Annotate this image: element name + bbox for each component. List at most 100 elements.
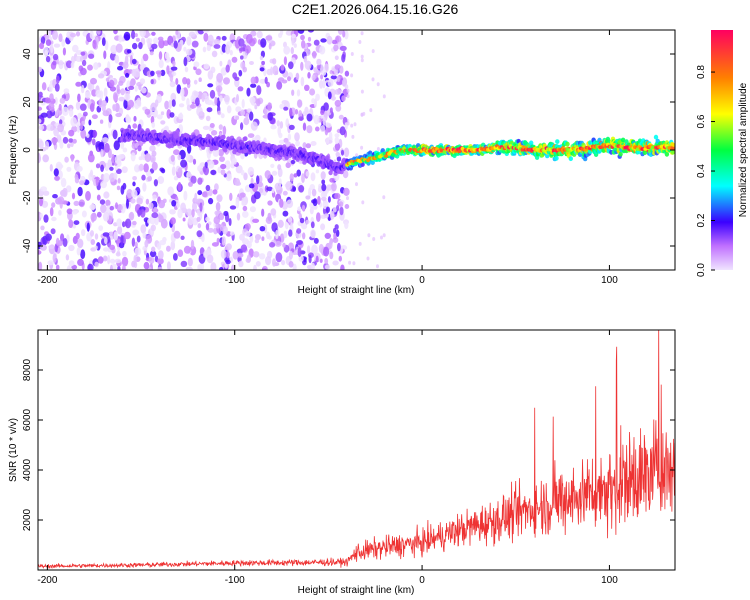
noise-speckle bbox=[95, 176, 99, 187]
noise-speckle bbox=[286, 199, 294, 208]
noise-speckle bbox=[300, 34, 305, 41]
noise-speckle bbox=[52, 194, 58, 199]
noise-speckle bbox=[167, 186, 174, 196]
noise-speckle bbox=[49, 207, 54, 217]
ridge-mark bbox=[670, 149, 675, 155]
noise-speckle bbox=[267, 112, 273, 121]
noise-speckle bbox=[287, 216, 293, 223]
noise-speckle bbox=[169, 112, 175, 118]
colorbar: 0.0 0.2 0.4 0.6 0.8 Normalized spectral ampl… bbox=[696, 30, 749, 277]
noise-speckle bbox=[103, 87, 108, 98]
noise-speckle bbox=[81, 210, 87, 218]
noise-speckle bbox=[171, 166, 176, 176]
noise-speckle bbox=[279, 198, 284, 208]
noise-speckle bbox=[222, 125, 227, 136]
noise-speckle bbox=[329, 107, 333, 114]
noise-speckle bbox=[322, 69, 327, 76]
noise-speckle bbox=[268, 43, 272, 50]
noise-speckle bbox=[320, 171, 326, 180]
noise-speckle bbox=[142, 182, 147, 192]
noise-speckle bbox=[79, 180, 85, 186]
noise-speckle bbox=[271, 188, 275, 194]
noise-speckle bbox=[68, 108, 74, 118]
ridge-mark bbox=[653, 134, 659, 140]
noise-speckle bbox=[112, 92, 118, 102]
noise-speckle bbox=[116, 84, 120, 93]
noise-speckle bbox=[240, 122, 244, 131]
noise-speckle bbox=[305, 195, 311, 200]
noise-speckle bbox=[40, 36, 46, 45]
noise-speckle bbox=[202, 166, 207, 173]
noise-speckle bbox=[134, 241, 138, 248]
noise-speckle bbox=[206, 107, 213, 113]
noise-speckle bbox=[112, 104, 116, 112]
noise-speckle bbox=[122, 264, 126, 270]
noise-speckle bbox=[352, 261, 356, 266]
noise-speckle bbox=[185, 208, 193, 217]
noise-speckle bbox=[203, 32, 209, 42]
noise-speckle bbox=[261, 60, 265, 66]
noise-speckle bbox=[132, 229, 140, 236]
spectrogram-x-axis-label: Height of straight line (km) bbox=[298, 285, 415, 296]
noise-speckle bbox=[287, 76, 291, 82]
noise-speckle bbox=[312, 204, 318, 210]
noise-speckle bbox=[260, 38, 267, 48]
noise-speckle bbox=[323, 102, 329, 111]
noise-speckle bbox=[310, 141, 317, 146]
noise-speckle bbox=[161, 168, 166, 174]
noise-speckle bbox=[115, 202, 118, 210]
noise-speckle bbox=[332, 207, 337, 213]
noise-speckle bbox=[116, 218, 122, 228]
noise-speckle bbox=[92, 129, 97, 139]
noise-speckle bbox=[160, 120, 166, 125]
colorbar-ticks: 0.0 0.2 0.4 0.6 0.8 bbox=[696, 65, 715, 277]
noise-speckle bbox=[271, 222, 278, 233]
noise-speckle bbox=[87, 82, 92, 90]
noise-speckle bbox=[325, 206, 330, 213]
noise-speckle bbox=[371, 49, 375, 54]
noise-speckle bbox=[54, 83, 60, 92]
noise-speckle bbox=[208, 197, 214, 205]
noise-speckle bbox=[126, 188, 133, 199]
noise-speckle bbox=[77, 93, 81, 103]
noise-speckle bbox=[317, 195, 321, 205]
noise-speckle bbox=[235, 106, 242, 113]
snr-y-tick-label: 4000 bbox=[22, 458, 33, 481]
noise-speckle bbox=[237, 252, 244, 258]
noise-speckle bbox=[307, 30, 314, 33]
noise-speckle bbox=[81, 59, 87, 67]
colorbar-tick-label: 0.4 bbox=[696, 164, 707, 178]
noise-speckle bbox=[121, 166, 128, 174]
noise-speckle bbox=[48, 83, 53, 93]
ridge-core-mark bbox=[384, 154, 389, 158]
noise-speckle bbox=[209, 89, 216, 99]
noise-speckle bbox=[91, 114, 98, 120]
noise-speckle bbox=[321, 196, 327, 201]
noise-speckle bbox=[244, 231, 251, 237]
noise-speckle bbox=[150, 154, 156, 163]
noise-speckle bbox=[247, 133, 255, 139]
noise-speckle bbox=[132, 181, 136, 187]
noise-speckle bbox=[297, 99, 303, 108]
noise-speckle bbox=[307, 72, 311, 79]
noise-speckle bbox=[136, 197, 143, 205]
noise-speckle bbox=[123, 31, 131, 41]
noise-speckle bbox=[118, 96, 125, 102]
noise-speckle bbox=[210, 262, 217, 270]
noise-speckle bbox=[80, 51, 86, 56]
noise-speckle bbox=[316, 58, 322, 66]
noise-speckle bbox=[136, 97, 141, 107]
noise-speckle bbox=[146, 170, 152, 177]
noise-speckle bbox=[169, 209, 174, 215]
colorbar-tick-label: 0.0 bbox=[696, 263, 707, 277]
noise-speckle bbox=[171, 200, 177, 207]
noise-speckle bbox=[235, 115, 240, 121]
noise-speckle bbox=[210, 169, 217, 176]
noise-speckle bbox=[216, 194, 223, 203]
noise-speckle bbox=[185, 266, 193, 270]
noise-speckle bbox=[70, 117, 77, 127]
noise-speckle bbox=[291, 33, 296, 39]
noise-speckle bbox=[327, 196, 331, 203]
noise-speckle bbox=[206, 44, 211, 52]
noise-speckle bbox=[166, 65, 170, 75]
